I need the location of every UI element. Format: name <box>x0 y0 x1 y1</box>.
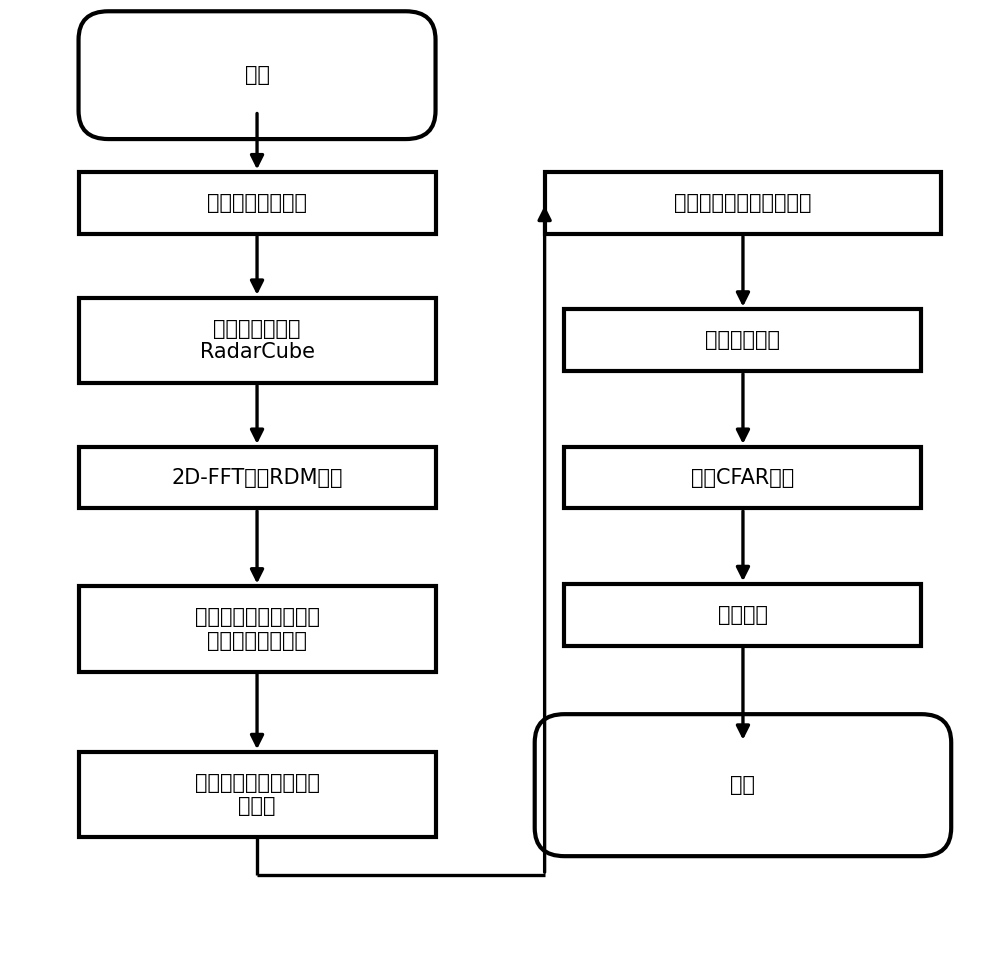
Text: 对待测单元附近的距离
单元进行角度估计: 对待测单元附近的距离 单元进行角度估计 <box>195 607 320 650</box>
Bar <box>545 172 941 234</box>
Text: 剔除干扰和距离远的杂波: 剔除干扰和距离远的杂波 <box>674 193 812 213</box>
Bar <box>564 584 921 646</box>
Text: 背景杂波建模: 背景杂波建模 <box>705 330 780 350</box>
Text: 输出结果: 输出结果 <box>718 605 768 625</box>
Bar <box>79 586 436 671</box>
Bar <box>79 172 436 234</box>
FancyBboxPatch shape <box>79 11 436 139</box>
Bar <box>564 447 921 508</box>
Bar <box>79 752 436 838</box>
Text: 结束: 结束 <box>730 775 755 796</box>
FancyBboxPatch shape <box>535 714 951 857</box>
Text: 采集雷达回波数据: 采集雷达回波数据 <box>207 193 307 213</box>
Text: 开始: 开始 <box>245 65 270 85</box>
Text: 数据预处理组成
RadarCube: 数据预处理组成 RadarCube <box>200 319 315 362</box>
Bar <box>79 298 436 383</box>
Text: 选择CFAR算法: 选择CFAR算法 <box>691 468 795 487</box>
Bar <box>79 447 436 508</box>
Text: 得到待测单元附近的位
置信息: 得到待测单元附近的位 置信息 <box>195 773 320 817</box>
Text: 2D-FFT得到RDM矩阵: 2D-FFT得到RDM矩阵 <box>171 468 343 487</box>
Bar <box>564 309 921 371</box>
